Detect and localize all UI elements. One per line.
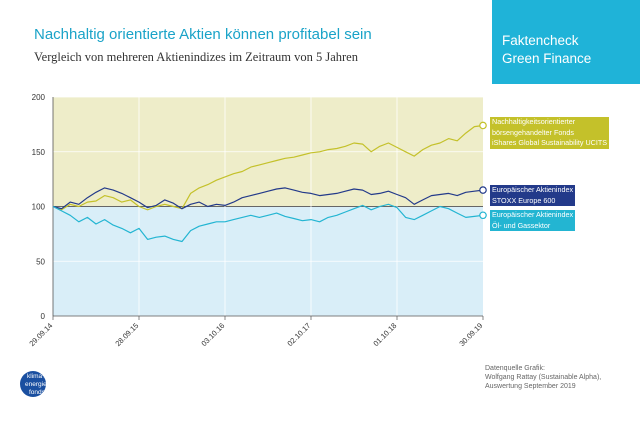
klima-energie-fonds-logo: klima+ energie fonds <box>20 371 47 397</box>
faktencheck-badge: Faktencheck Green Finance <box>492 0 640 84</box>
badge-line-1: Faktencheck <box>502 33 579 48</box>
legend-oil-gas-line-2: Öl- und Gassektor <box>492 220 551 230</box>
chart-subtitle: Vergleich von mehreren Aktienindizes im … <box>34 50 358 64</box>
x-tick-label-5: 30.09.19 <box>457 321 484 348</box>
x-tick-label-3: 02.10.17 <box>285 321 312 348</box>
legend-stoxx: Europäischer Aktienindex STOXX Europe 60… <box>490 185 576 206</box>
y-tick-label-0: 0 <box>41 312 46 321</box>
x-tick-label-2: 03.10.16 <box>199 321 226 348</box>
y-tick-label-150: 150 <box>32 148 46 157</box>
y-tick-label-100: 100 <box>32 203 46 212</box>
series-end-marker-stoxx <box>479 186 487 194</box>
chart-title: Nachhaltig orientierte Aktien können pro… <box>34 26 372 43</box>
y-tick-label-200: 200 <box>32 93 46 102</box>
legend-ishares-line-3: iShares Global Sustainability UCITS <box>492 138 608 147</box>
series-line-oil-gas <box>52 203 484 243</box>
series-end-marker-ishares <box>479 121 487 130</box>
x-tick-label-1: 28.09.15 <box>113 321 140 348</box>
legend-ishares-line-2: börsengehandelter Fonds <box>492 127 574 137</box>
legend-ishares: Nachhaltigkeitsorientierter börsengehand… <box>490 117 610 149</box>
badge-line-2: Green Finance <box>502 51 592 66</box>
logo-text-1: klima+ <box>27 373 46 380</box>
logo-circle <box>20 371 46 397</box>
source-line-2: Wolfgang Rattay (Sustainable Alpha), <box>485 374 602 381</box>
legend-stoxx-line-1: Europäischer Aktienindex <box>492 185 574 194</box>
x-tick-label-4: 01.10.18 <box>371 321 398 348</box>
series-end-marker-oil-gas <box>479 211 487 220</box>
legend-stoxx-line-2: STOXX Europe 600 <box>492 195 556 205</box>
source-line-3: Auswertung September 2019 <box>485 383 576 390</box>
source-line-1: Datenquelle Grafik: <box>485 365 545 372</box>
y-tick-label-50: 50 <box>36 257 45 266</box>
data-source-note: Datenquelle Grafik: Wolfgang Rattay (Sus… <box>485 364 601 391</box>
series-line-ishares <box>52 124 484 211</box>
legend-oil-gas: Europäischer Aktienindex Öl- und Gassekt… <box>490 210 576 231</box>
x-tick-label-0: 29.09.14 <box>27 321 54 348</box>
logo-text-3: fonds <box>29 389 46 396</box>
series-line-stoxx <box>52 187 484 210</box>
legend-ishares-line-1: Nachhaltigkeitsorientierter <box>492 117 576 126</box>
legend-oil-gas-line-1: Europäischer Aktienindex <box>492 210 574 219</box>
logo-text-2: energie <box>25 381 47 388</box>
